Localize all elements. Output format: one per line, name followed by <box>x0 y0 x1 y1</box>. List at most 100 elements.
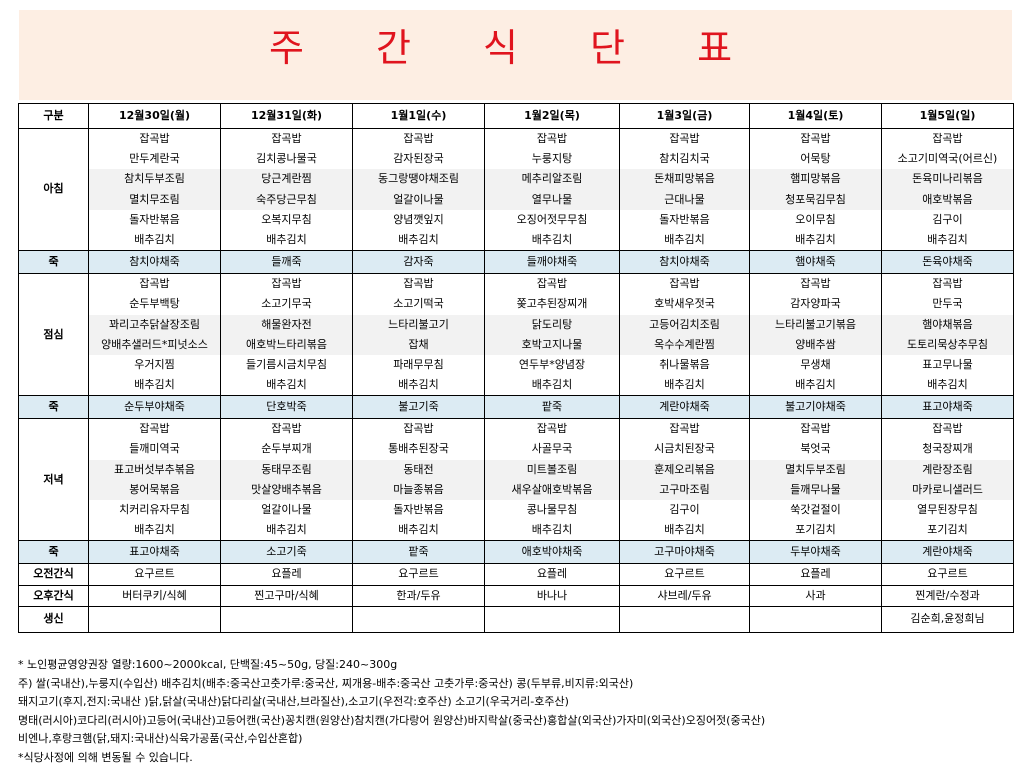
menu-item: 잡곡밥 <box>403 422 434 436</box>
am_snack-cell: 요플레 <box>484 563 620 586</box>
menu-item: 훈제오리볶음 <box>620 459 749 480</box>
menu-item: 돌자반볶음 <box>393 503 444 516</box>
menu-item: 감자된장국 <box>393 152 444 166</box>
menu-item: 햄야채볶음 <box>882 314 1013 335</box>
meal-cell: 잡곡밥 들깨미역국 표고버섯부추볶음 봉어묵볶음 치커리유자무침 배추김치 <box>88 418 221 542</box>
menu-item: 맛살양배추볶음 <box>221 479 352 500</box>
meal-cell: 잡곡밥 감자양파국 느타리불고기볶음 양배추쌈 무생채 배추김치 <box>749 273 882 397</box>
meal-cell: 잡곡밥 소고기미역국(어르신) 돈육미나리볶음 애호박볶음 김구이 배추김치 <box>881 127 1014 252</box>
menu-item: 연두부*양념장 <box>518 357 586 371</box>
menu-item: 소고기떡국 <box>393 297 444 311</box>
menu-item: 동그랑땡야채조림 <box>353 169 484 190</box>
menu-item: 돈채피망볶음 <box>620 169 749 190</box>
lunch-label: 점심 <box>18 273 89 397</box>
porridge2-cell: 순두부야채죽 <box>88 395 221 420</box>
menu-item: 멸치무조림 <box>89 189 220 210</box>
menu-item: 잡곡밥 <box>536 277 568 291</box>
porridge2-cell: 팥죽 <box>484 395 620 420</box>
meal-cell: 잡곡밥 통배추된장국 동태전 마늘종볶음 돌자반볶음 배추김치 <box>352 418 485 542</box>
menu-item: 참치김치국 <box>659 152 710 166</box>
menu-item: 느타리불고기 <box>353 314 484 335</box>
porridge3-cell: 표고야채죽 <box>88 540 221 565</box>
day-header: 12월31일(화) <box>220 103 353 129</box>
menu-item: 만두계란국 <box>129 152 180 166</box>
meal-cell: 잡곡밥 소고기떡국 느타리불고기 잡채 파래무무침 배추김치 <box>352 273 485 397</box>
pm_snack-row: 오후간식 버터쿠키/식혜 찐고구마/식혜 한과/두유 바나나 샤브레/두유 사과 찐계란/수정… <box>18 584 1014 607</box>
menu-item: 동태무조림 <box>221 459 352 480</box>
porridge3-cell: 애호박야채죽 <box>484 540 620 565</box>
menu-item: 잡곡밥 <box>669 277 700 291</box>
menu-item: 애호박느타리볶음 <box>221 334 352 355</box>
menu-item: 잡곡밥 <box>271 422 302 436</box>
menu-item: 잡곡밥 <box>932 132 963 145</box>
menu-item: 참치두부조림 <box>89 169 220 190</box>
am_snack-row: 오전간식 요구르트 요플레 요구르트 요플레 요구르트 요플레 요구르트 <box>18 563 1014 586</box>
menu-item: 오이무침 <box>795 212 836 226</box>
note-line: 비엔나,후랑크햄(닭,돼지:국내산)식육가공품(국산,수입산혼합) <box>18 732 303 746</box>
menu-item: 배추김치 <box>398 232 439 246</box>
menu-item: 파래무무침 <box>393 357 444 371</box>
menu-item: 숙주당근무침 <box>221 189 352 210</box>
birthday-cell <box>88 605 221 633</box>
menu-item: 배추김치 <box>664 523 705 537</box>
am_snack-cell: 요플레 <box>749 563 882 586</box>
note-line: 돼지고기(후지,전지:국내산 )닭,닭살(국내산)닭다리살(국내산,브라질산),… <box>18 695 569 709</box>
meal-cell: 잡곡밥 순두부백탕 꽈리고추닭살장조림 양배추샐러드*피넛소스 우거지찜 배추김치 <box>88 273 221 397</box>
porridge3-cell: 소고기죽 <box>220 540 353 565</box>
menu-item: 우거지찜 <box>134 357 175 371</box>
note-line: * 노인평균영양권장 열량:1600~2000kcal, 단백질:45~50g,… <box>18 658 398 671</box>
weekly-menu-table: 구분 12월30일(월) 12월31일(화) 1월1일(수) 1월2일(목) 1월3일(금… <box>18 103 1014 633</box>
menu-item: 근대나물 <box>620 189 749 210</box>
birthday-cell: 김순희,윤정희님 <box>881 605 1014 633</box>
notes: * 노인평균영양권장 열량:1600~2000kcal, 단백질:45~50g,… <box>18 656 1018 768</box>
menu-item: 닭도리탕 <box>485 314 619 335</box>
birthday-cell <box>619 605 750 633</box>
menu-item: 만두국 <box>932 297 963 311</box>
menu-item: 김구이 <box>669 503 700 516</box>
menu-item: 콩나물무침 <box>526 503 578 516</box>
porridge1-cell: 들깨야채죽 <box>484 250 620 275</box>
menu-item: 양념깻잎지 <box>393 212 444 226</box>
am_snack-cell: 요구르트 <box>881 563 1014 586</box>
menu-item: 배추김치 <box>398 523 439 537</box>
birthday-cell <box>484 605 620 633</box>
porridge1-cell: 감자죽 <box>352 250 485 275</box>
menu-item: 열무나물 <box>485 189 619 210</box>
menu-item: 순두부찌개 <box>261 442 312 456</box>
menu-item: 김구이 <box>932 212 963 226</box>
meal-cell: 잡곡밥 만두국 햄야채볶음 도토리묵상추무침 표고무나물 배추김치 <box>881 273 1014 397</box>
menu-item: 잡곡밥 <box>932 277 963 291</box>
menu-item: 배추김치 <box>927 378 968 392</box>
menu-item: 취나물볶음 <box>659 357 710 371</box>
menu-item: 마카로니샐러드 <box>882 479 1013 500</box>
header-row: 구분 12월30일(월) 12월31일(화) 1월1일(수) 1월2일(목) 1월3일(금… <box>18 103 1014 129</box>
menu-item: 들기름시금치무침 <box>246 357 327 371</box>
menu-item: 고구마조림 <box>620 479 749 500</box>
day-header: 12월30일(월) <box>88 103 221 129</box>
menu-item: 표고무나물 <box>922 357 973 371</box>
meal-cell: 잡곡밥 김치콩나물국 당근계란찜 숙주당근무침 오복지무침 배추김치 <box>220 127 353 252</box>
porridge3-cell: 팥죽 <box>352 540 485 565</box>
menu-item: 계란장조림 <box>882 459 1013 480</box>
pm_snack-cell: 버터쿠키/식혜 <box>88 584 221 607</box>
birthday-cell <box>352 605 485 633</box>
menu-item: 얼갈이나물 <box>353 189 484 210</box>
menu-item: 배추김치 <box>134 378 175 392</box>
meal-cell: 잡곡밥 사골무국 미트볼조림 새우살애호박볶음 콩나물무침 배추김치 <box>484 418 620 542</box>
menu-item: 새우살애호박볶음 <box>485 479 619 500</box>
menu-item: 느타리불고기볶음 <box>750 314 881 335</box>
menu-item: 배추김치 <box>266 378 307 392</box>
lunch-row: 점심 잡곡밥 순두부백탕 꽈리고추닭살장조림 양배추샐러드*피넛소스 우거지찜 배추김치 잡곡… <box>18 273 1014 397</box>
pm_snack-cell: 한과/두유 <box>352 584 485 607</box>
menu-item: 돌자반볶음 <box>129 212 180 226</box>
porridge3-cell: 두부야채죽 <box>749 540 882 565</box>
menu-item: 사골무국 <box>531 442 573 456</box>
menu-item: 청포묵김무침 <box>750 189 881 210</box>
meal-cell: 잡곡밥 호박새우젓국 고등어김치조림 옥수수계란찜 취나물볶음 배추김치 <box>619 273 750 397</box>
meal-cell: 잡곡밥 어묵탕 햄피망볶음 청포묵김무침 오이무침 배추김치 <box>749 127 882 252</box>
menu-item: 호박새우젓국 <box>654 297 715 311</box>
menu-item: 잡채 <box>353 334 484 355</box>
menu-item: 양배추샐러드*피넛소스 <box>89 334 220 355</box>
meal-cell: 잡곡밥 북엇국 멸치두부조림 들깨무나물 쑥갓겉절이 포기김치 <box>749 418 882 542</box>
header-label: 구분 <box>18 103 89 129</box>
